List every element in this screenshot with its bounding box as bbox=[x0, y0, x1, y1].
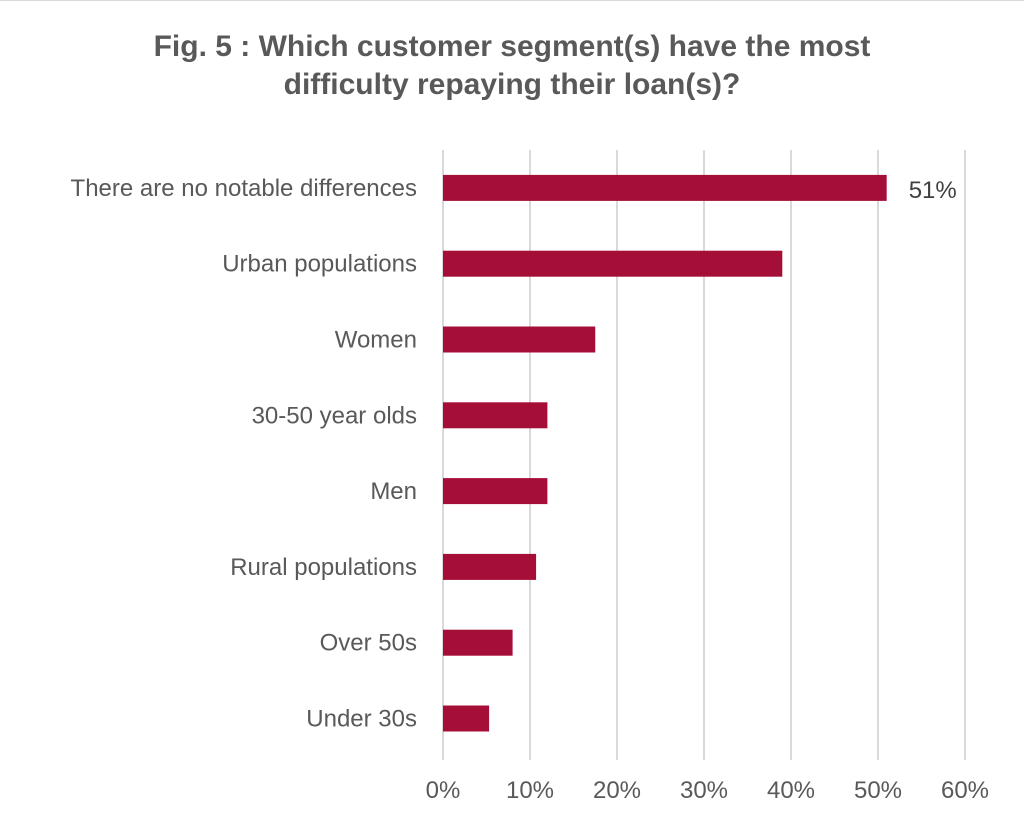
data-labels: 51% bbox=[909, 177, 957, 204]
x-tick-label: 50% bbox=[854, 777, 902, 804]
bar bbox=[443, 250, 783, 277]
bar bbox=[443, 174, 887, 201]
data-label: 51% bbox=[909, 177, 957, 204]
x-tick-label: 0% bbox=[426, 777, 461, 804]
category-label: Rural populations bbox=[230, 554, 417, 581]
category-label: Men bbox=[370, 478, 417, 505]
category-label: Under 30s bbox=[306, 706, 417, 733]
category-label: 30-50 year olds bbox=[252, 402, 417, 429]
top-divider bbox=[0, 0, 1024, 1]
bars bbox=[443, 174, 887, 732]
bar bbox=[443, 553, 537, 580]
bar bbox=[443, 705, 490, 732]
category-label: Urban populations bbox=[222, 251, 417, 278]
chart-title-line-1: Fig. 5 : Which customer segment(s) have … bbox=[153, 30, 871, 63]
bar bbox=[443, 629, 513, 656]
x-tick-label: 20% bbox=[593, 777, 641, 804]
category-label: Over 50s bbox=[320, 630, 417, 657]
x-tick-label: 30% bbox=[680, 777, 728, 804]
bar bbox=[443, 402, 548, 429]
bar bbox=[443, 326, 596, 353]
category-labels: There are no notable differences Urban po… bbox=[71, 175, 417, 733]
x-tick-labels: 0% 10% 20% 30% 40% 50% 60% bbox=[426, 777, 989, 804]
chart-title: Fig. 5 : Which customer segment(s) have … bbox=[0, 28, 1024, 104]
x-tick-label: 60% bbox=[941, 777, 989, 804]
x-tick-label: 40% bbox=[767, 777, 815, 804]
bar bbox=[443, 478, 548, 505]
gridlines bbox=[442, 150, 966, 760]
category-label: There are no notable differences bbox=[71, 175, 417, 202]
x-tick-label: 10% bbox=[506, 777, 554, 804]
chart-title-line-2: difficulty repaying their loan(s)? bbox=[283, 68, 741, 101]
category-label: Women bbox=[335, 327, 417, 354]
